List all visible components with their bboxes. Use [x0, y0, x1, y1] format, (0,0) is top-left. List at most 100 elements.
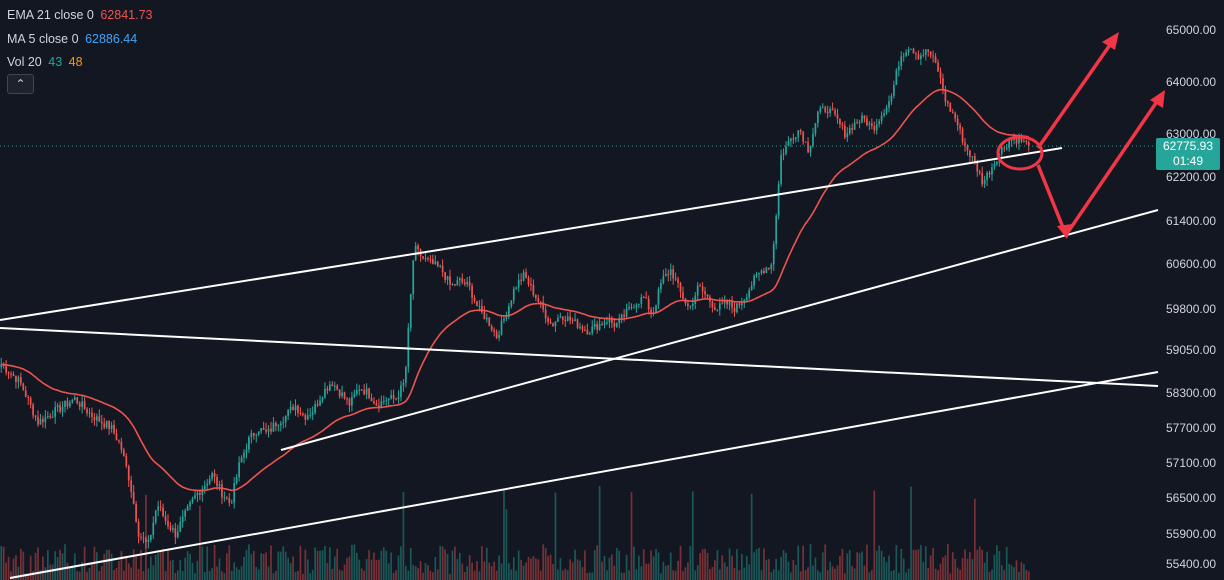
volume-bar — [934, 568, 937, 580]
candle-body — [991, 167, 993, 175]
candle-body — [740, 303, 743, 306]
volume-bar — [996, 545, 998, 580]
candle-body — [647, 298, 650, 310]
candle-body — [910, 48, 912, 50]
candle-body — [19, 376, 22, 384]
volume-bar — [498, 555, 500, 580]
candle-body — [902, 55, 905, 57]
bullish-arrow-line — [1036, 40, 1114, 150]
volume-bar — [902, 558, 905, 580]
candle-body — [387, 398, 390, 401]
volume-bar — [324, 545, 326, 580]
collapse-legend-button[interactable]: ⌃ — [7, 74, 34, 94]
volume-bar — [218, 558, 221, 580]
candle-body — [378, 405, 380, 409]
volume-bar — [753, 552, 755, 580]
volume-bar — [456, 559, 459, 580]
candle-body — [348, 398, 351, 406]
candle-body — [495, 331, 498, 338]
candle-body — [405, 367, 407, 383]
volume-bar — [937, 569, 939, 580]
volume-bar — [559, 558, 562, 580]
y-tick-label: 65000.00 — [1166, 23, 1216, 37]
candle-body — [826, 111, 829, 113]
candle-body — [189, 502, 191, 507]
volume-bar — [593, 550, 596, 580]
volume-bar — [920, 545, 922, 580]
volume-bar — [37, 547, 39, 580]
volume-bar — [640, 566, 643, 580]
volume-bar — [718, 569, 721, 580]
volume-bar — [591, 572, 594, 580]
candle-body — [113, 424, 115, 434]
vol-legend-row[interactable]: Vol 20 43 48 — [7, 51, 155, 75]
candle-body — [920, 55, 922, 60]
volume-bar — [2, 546, 5, 580]
volume-bar — [564, 568, 567, 580]
volume-bar — [427, 565, 429, 580]
volume-bar — [260, 553, 263, 580]
candle-body — [478, 305, 481, 307]
candle-body — [775, 215, 778, 245]
candle-body — [559, 316, 562, 318]
volume-bar — [243, 556, 245, 580]
candle-body — [37, 416, 39, 425]
volume-bar — [211, 568, 213, 580]
candle-body — [794, 137, 797, 140]
candle-body — [360, 389, 363, 391]
volume-bar — [743, 567, 746, 580]
volume-bar — [147, 568, 150, 580]
candle-body — [983, 179, 986, 185]
volume-bar — [544, 547, 547, 580]
candle-body — [868, 123, 871, 126]
volume-bar — [385, 550, 388, 580]
candle-body — [324, 388, 326, 398]
candle-body — [152, 522, 155, 535]
volume-bar — [873, 490, 876, 580]
volume-bar — [412, 564, 415, 580]
candle-body — [726, 300, 728, 305]
volume-bar — [598, 485, 601, 580]
candle-body — [10, 373, 12, 375]
candle-body — [203, 485, 206, 489]
candle-body — [944, 90, 947, 102]
candle-body — [790, 138, 792, 142]
candle-body — [279, 423, 282, 426]
volume-bar — [885, 562, 888, 580]
candle-body — [900, 56, 903, 67]
volume-bar — [733, 568, 736, 580]
candle-body — [397, 397, 400, 399]
candle-body — [481, 305, 483, 312]
volume-bar — [235, 567, 238, 580]
candle-body — [466, 281, 469, 285]
candle-body — [473, 297, 476, 301]
candle-body — [969, 150, 971, 157]
y-tick-label: 57100.00 — [1166, 456, 1216, 470]
candle-body — [971, 156, 974, 158]
volume-bar — [311, 569, 314, 580]
candle-body — [91, 412, 93, 417]
volume-bar — [49, 564, 52, 580]
volume-bar — [807, 567, 809, 580]
ma-legend-row[interactable]: MA 5 close 0 62886.44 — [7, 28, 155, 52]
volume-bar — [86, 572, 88, 580]
candle-body — [355, 390, 358, 395]
volume-bar — [351, 544, 353, 580]
volume-bar — [378, 559, 380, 580]
volume-bar — [834, 568, 836, 580]
volume-bar — [458, 552, 461, 580]
ema-legend-row[interactable]: EMA 21 close 0 62841.73 — [7, 4, 155, 28]
candle-body — [250, 432, 253, 437]
volume-bar — [966, 558, 969, 580]
candle-body — [265, 429, 267, 432]
candle-body — [316, 404, 319, 406]
volume-bar — [46, 550, 49, 580]
volume-bar — [557, 569, 559, 580]
candle-body — [812, 133, 814, 146]
volume-bar — [606, 570, 608, 580]
volume-bar — [900, 548, 903, 580]
volume-bar — [530, 558, 532, 580]
candle-body — [206, 483, 209, 486]
